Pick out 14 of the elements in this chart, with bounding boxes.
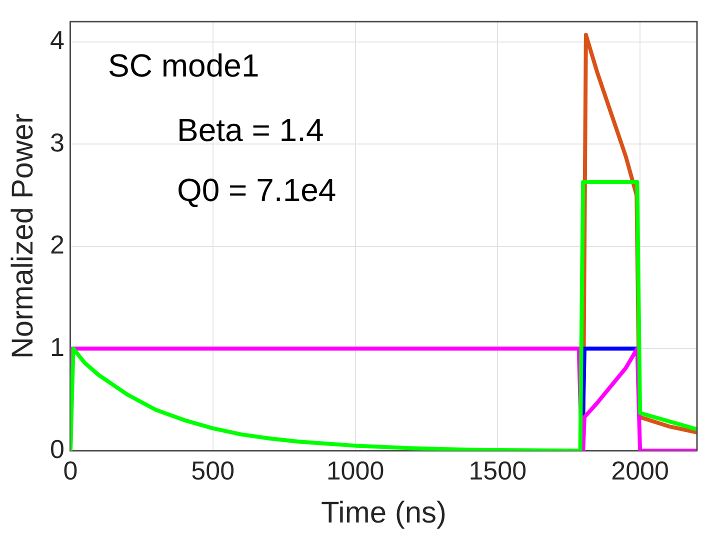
x-tick-label: 1000 xyxy=(326,456,384,486)
annotation: SC mode1 xyxy=(108,47,260,84)
y-tick-label: 0 xyxy=(50,434,64,464)
y-tick-label: 2 xyxy=(50,230,64,260)
y-tick-label: 3 xyxy=(50,127,64,158)
annotation: Q0 = 7.1e4 xyxy=(176,172,336,208)
y-axis-title: Normalized Power xyxy=(6,114,40,359)
y-tick-label: 1 xyxy=(50,332,64,362)
y-tick-label: 4 xyxy=(50,25,64,56)
x-tick-label: 2000 xyxy=(611,456,669,486)
x-tick-label: 500 xyxy=(191,456,235,486)
x-axis-title: Time (ns) xyxy=(320,496,447,530)
x-tick-label: 1500 xyxy=(468,456,527,486)
annotation: Beta = 1.4 xyxy=(176,112,324,148)
